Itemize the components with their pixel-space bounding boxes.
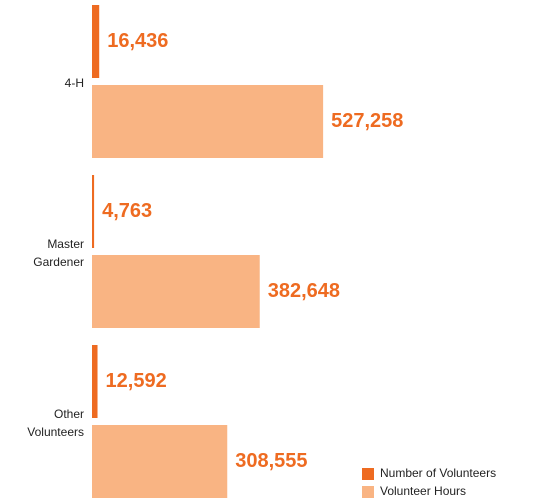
value-label: 527,258 bbox=[331, 110, 403, 132]
bar bbox=[92, 175, 95, 248]
value-label: 12,592 bbox=[106, 370, 167, 392]
bar bbox=[92, 255, 260, 328]
value-label: 382,648 bbox=[268, 280, 340, 302]
category-label: 4-H bbox=[64, 76, 84, 90]
bar bbox=[92, 5, 100, 78]
legend-swatch bbox=[362, 486, 374, 498]
legend-label: Number of Volunteers bbox=[380, 466, 496, 480]
legend-label: Volunteer Hours bbox=[380, 484, 466, 498]
category-label: Master Gardener bbox=[33, 237, 84, 269]
value-label: 308,555 bbox=[235, 450, 307, 472]
bar bbox=[92, 425, 228, 498]
bar bbox=[92, 85, 324, 158]
category-label: Other Volunteers bbox=[27, 407, 84, 439]
bar bbox=[92, 345, 98, 418]
value-label: 4,763 bbox=[102, 200, 152, 222]
legend-swatch bbox=[362, 468, 374, 480]
value-label: 16,436 bbox=[107, 30, 168, 52]
